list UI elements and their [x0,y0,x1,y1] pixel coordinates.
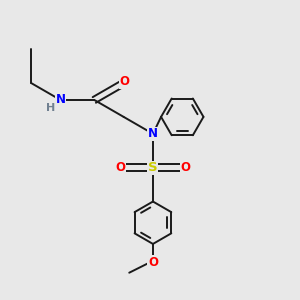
Text: N: N [56,93,65,106]
Text: N: N [148,127,158,140]
Text: O: O [148,256,158,269]
Text: O: O [115,161,125,174]
Text: O: O [120,75,130,88]
Text: S: S [148,161,158,174]
Text: H: H [46,103,55,113]
Text: O: O [181,161,191,174]
